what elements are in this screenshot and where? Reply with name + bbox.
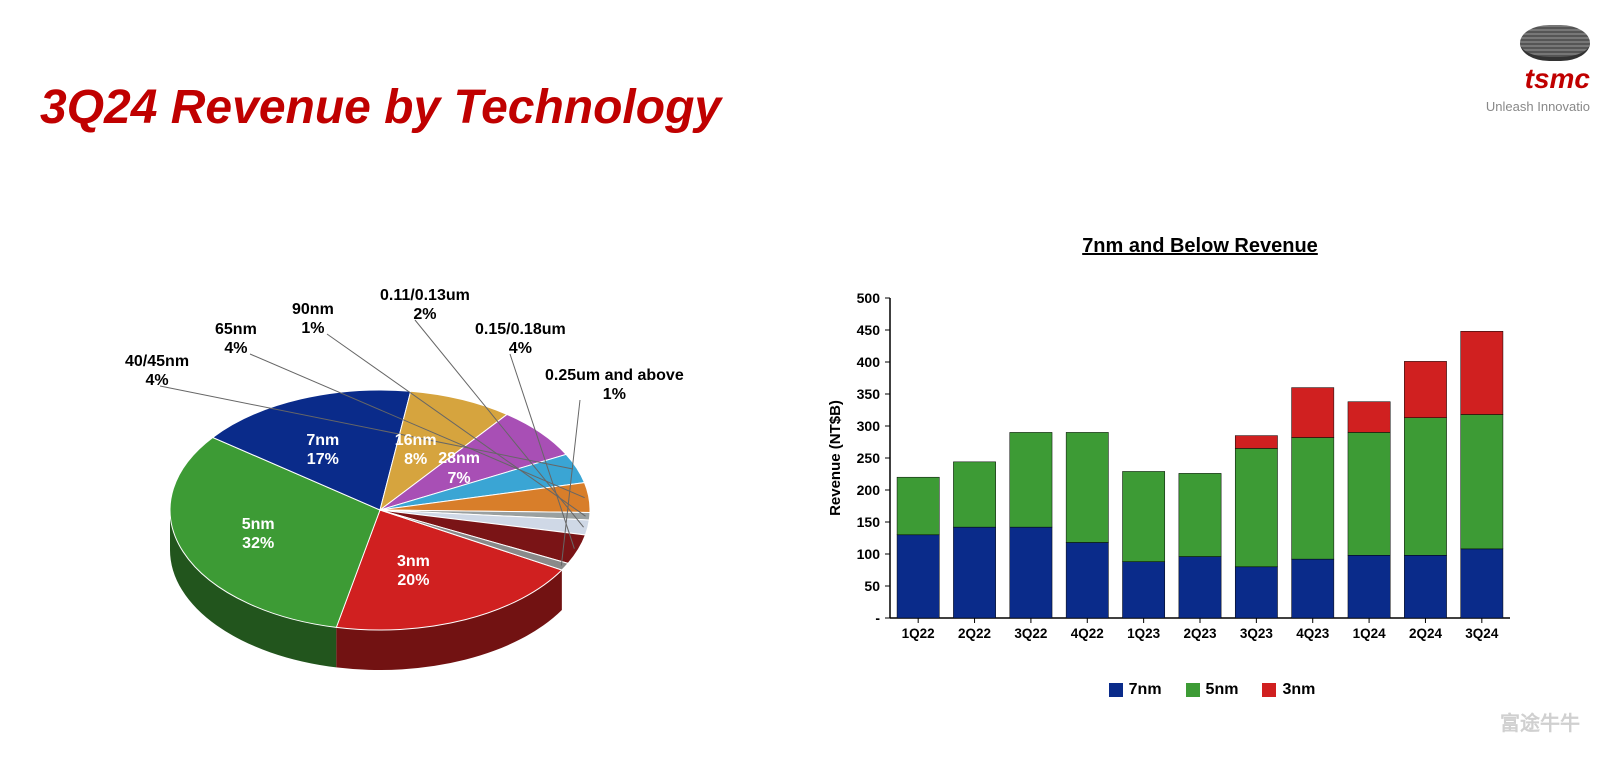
y-tick-label: 50 bbox=[864, 578, 880, 594]
bar-chart-legend: 7nm 5nm 3nm bbox=[820, 681, 1580, 699]
bar-segment bbox=[897, 535, 939, 618]
x-tick-label: 2Q22 bbox=[958, 626, 991, 641]
pie-slice-label: 0.15/0.18um4% bbox=[475, 320, 566, 358]
bar-segment bbox=[953, 527, 995, 618]
y-tick-label: 300 bbox=[857, 418, 881, 434]
pie-slice-label: 40/45nm4% bbox=[125, 352, 189, 390]
y-tick-label: 250 bbox=[857, 450, 881, 466]
x-tick-label: 3Q24 bbox=[1465, 626, 1499, 641]
x-tick-label: 3Q22 bbox=[1014, 626, 1047, 641]
x-tick-label: 2Q24 bbox=[1409, 626, 1443, 641]
y-tick-label: 100 bbox=[857, 546, 881, 562]
bar-segment bbox=[1348, 555, 1390, 618]
legend-label: 7nm bbox=[1129, 681, 1162, 698]
bar-segment bbox=[1235, 436, 1277, 449]
bar-segment bbox=[1010, 432, 1052, 527]
x-tick-label: 3Q23 bbox=[1240, 626, 1274, 641]
legend-label: 5nm bbox=[1206, 681, 1239, 698]
y-tick-label: - bbox=[875, 610, 880, 626]
y-tick-label: 500 bbox=[857, 290, 881, 306]
bar-segment bbox=[1010, 527, 1052, 618]
y-tick-label: 150 bbox=[857, 514, 881, 530]
pie-slice-label: 0.25um and above1% bbox=[545, 366, 684, 404]
legend-swatch bbox=[1109, 683, 1123, 697]
bar-segment bbox=[1066, 542, 1108, 618]
bar-segment bbox=[1461, 549, 1503, 618]
bar-segment bbox=[1179, 557, 1221, 618]
bar-chart-7nm-and-below: 7nm and Below Revenue - 50 100 150 200 250 300… bbox=[820, 235, 1580, 735]
bar-segment bbox=[1123, 471, 1165, 561]
legend-swatch bbox=[1186, 683, 1200, 697]
bar-segment bbox=[1292, 388, 1334, 438]
bar-segment bbox=[1179, 473, 1221, 556]
x-tick-label: 1Q23 bbox=[1127, 626, 1161, 641]
x-tick-label: 4Q22 bbox=[1071, 626, 1104, 641]
pie-slice-label: 3nm20% bbox=[397, 552, 430, 590]
bar-segment bbox=[1235, 448, 1277, 566]
bar-segment bbox=[1461, 414, 1503, 548]
bar-segment bbox=[1123, 562, 1165, 618]
bar-segment bbox=[1292, 559, 1334, 618]
bar-segment bbox=[1066, 432, 1108, 542]
legend-label: 3nm bbox=[1282, 681, 1315, 698]
bar-segment bbox=[1235, 567, 1277, 618]
bar-segment bbox=[897, 477, 939, 535]
brand-tagline: Unleash Innovatio bbox=[1486, 99, 1590, 114]
wafer-icon bbox=[1520, 25, 1590, 61]
pie-slice-label: 5nm32% bbox=[242, 515, 275, 553]
bar-segment bbox=[1404, 361, 1446, 417]
bar-segment bbox=[1461, 331, 1503, 414]
y-tick-label: 400 bbox=[857, 354, 881, 370]
bar-chart-title: 7nm and Below Revenue bbox=[820, 235, 1580, 258]
bar-segment bbox=[1292, 438, 1334, 560]
pie-slice-label: 90nm1% bbox=[292, 300, 334, 338]
bar-segment bbox=[1348, 432, 1390, 555]
pie-chart-svg bbox=[80, 280, 680, 720]
brand-logo: tsmc Unleash Innovatio bbox=[1486, 25, 1590, 114]
bar-segment bbox=[1348, 402, 1390, 433]
page-title: 3Q24 Revenue by Technology bbox=[40, 80, 721, 135]
bar-segment bbox=[1404, 555, 1446, 618]
bar-chart-svg: - 50 100 150 200 250 300 350 400 450 500 Revenue (N… bbox=[820, 288, 1520, 658]
x-tick-label: 1Q24 bbox=[1353, 626, 1387, 641]
x-tick-label: 2Q23 bbox=[1183, 626, 1217, 641]
legend-swatch bbox=[1262, 683, 1276, 697]
y-tick-label: 350 bbox=[857, 386, 881, 402]
y-tick-label: 450 bbox=[857, 322, 881, 338]
pie-slice-label: 16nm8% bbox=[395, 431, 437, 469]
watermark: 富途牛牛 bbox=[1500, 707, 1580, 736]
bar-segment bbox=[953, 462, 995, 527]
bar-segment bbox=[1404, 418, 1446, 556]
pie-slice-label: 65nm4% bbox=[215, 320, 257, 358]
x-tick-label: 4Q23 bbox=[1296, 626, 1330, 641]
pie-slice-label: 0.11/0.13um2% bbox=[380, 286, 470, 324]
brand-name: tsmc bbox=[1486, 63, 1590, 95]
pie-slice-label: 28nm7% bbox=[438, 449, 480, 487]
x-tick-label: 1Q22 bbox=[902, 626, 935, 641]
pie-chart-revenue-by-technology: 3nm20% 5nm32% 7nm17% 16nm8%28nm7% 40/45nm4% 6… bbox=[80, 280, 680, 720]
y-tick-label: 200 bbox=[857, 482, 881, 498]
y-axis-label: Revenue (NT$B) bbox=[827, 400, 844, 516]
pie-slice-label: 7nm17% bbox=[306, 431, 339, 469]
